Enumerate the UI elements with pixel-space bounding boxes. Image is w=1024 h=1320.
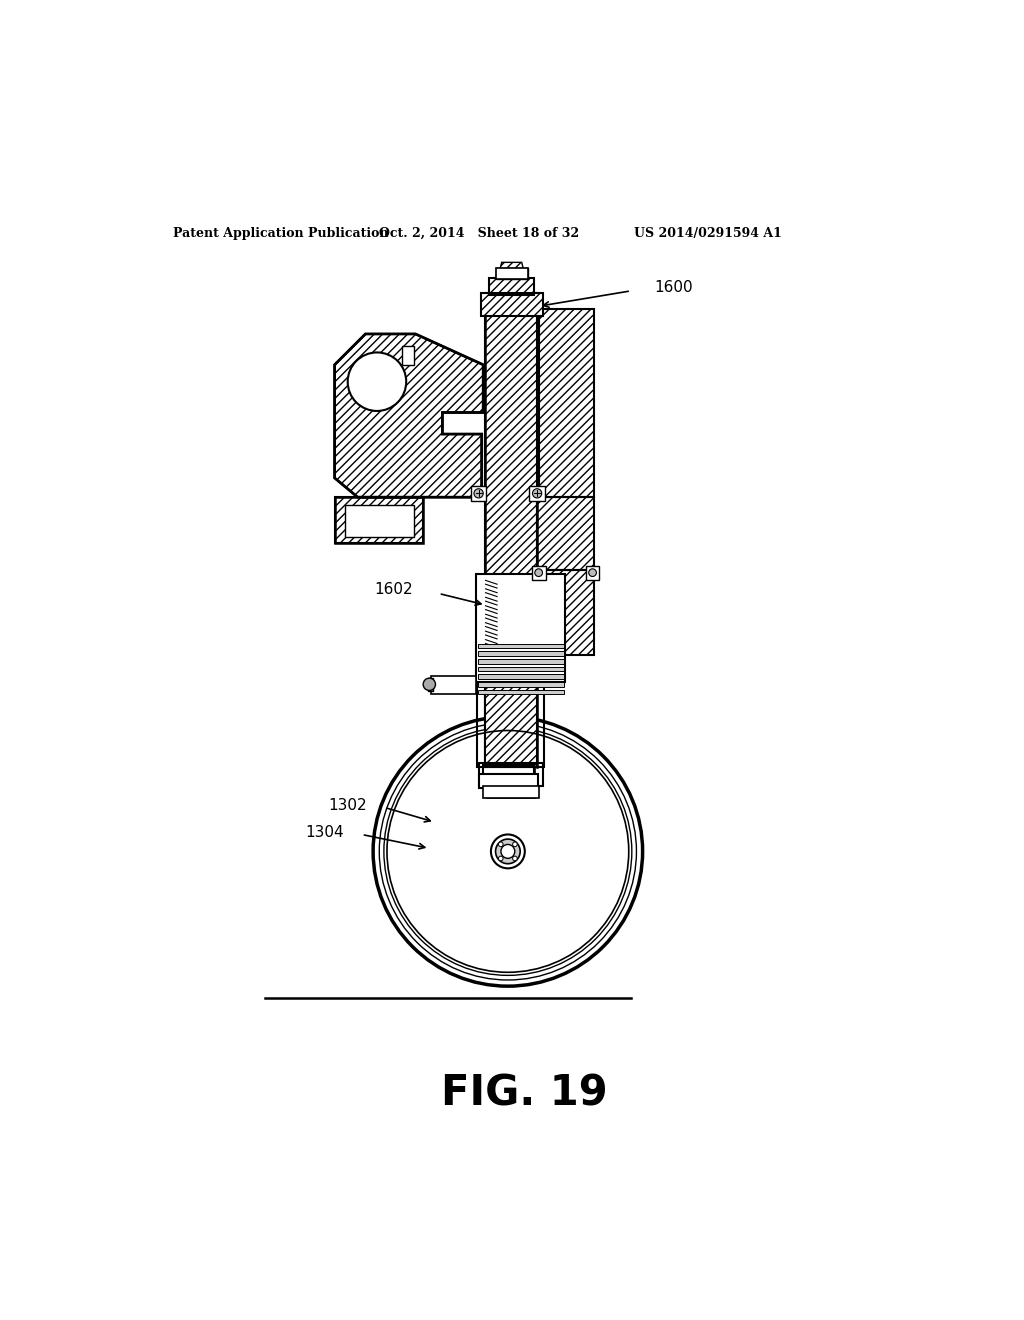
Text: 1602: 1602 bbox=[375, 582, 413, 597]
Circle shape bbox=[387, 730, 629, 973]
Bar bbox=[538, 498, 594, 570]
Bar bbox=[478, 659, 564, 664]
Bar bbox=[478, 682, 564, 686]
Bar bbox=[479, 763, 543, 785]
Polygon shape bbox=[335, 334, 483, 498]
Bar bbox=[402, 346, 414, 364]
Polygon shape bbox=[335, 498, 423, 544]
Circle shape bbox=[513, 857, 517, 861]
Circle shape bbox=[532, 488, 542, 498]
Circle shape bbox=[373, 717, 643, 986]
Circle shape bbox=[490, 834, 525, 869]
Bar bbox=[481, 293, 543, 317]
Circle shape bbox=[423, 678, 435, 690]
Bar bbox=[539, 570, 594, 655]
Bar bbox=[484, 682, 538, 767]
Bar bbox=[531, 566, 546, 579]
Bar bbox=[471, 486, 486, 502]
Bar bbox=[529, 486, 545, 502]
Bar bbox=[431, 676, 475, 694]
Bar bbox=[478, 644, 564, 648]
Text: Oct. 2, 2014   Sheet 18 of 32: Oct. 2, 2014 Sheet 18 of 32 bbox=[379, 227, 579, 240]
Bar bbox=[477, 684, 544, 767]
Bar bbox=[484, 293, 538, 767]
Circle shape bbox=[501, 845, 515, 858]
Bar bbox=[478, 651, 564, 656]
Bar bbox=[478, 667, 564, 671]
Bar bbox=[539, 309, 594, 498]
Bar bbox=[481, 293, 543, 317]
Polygon shape bbox=[500, 263, 523, 268]
Bar bbox=[478, 675, 564, 678]
Text: 1304: 1304 bbox=[305, 825, 344, 840]
Circle shape bbox=[589, 569, 596, 577]
Circle shape bbox=[535, 569, 543, 577]
Bar bbox=[489, 277, 535, 294]
Bar bbox=[586, 566, 599, 579]
Bar bbox=[428, 678, 433, 692]
Bar bbox=[478, 689, 564, 694]
Circle shape bbox=[499, 842, 503, 846]
Bar bbox=[538, 498, 594, 570]
Bar bbox=[345, 504, 414, 537]
Circle shape bbox=[379, 723, 637, 979]
Circle shape bbox=[384, 727, 632, 975]
Bar bbox=[496, 268, 528, 280]
Text: FIG. 19: FIG. 19 bbox=[441, 1073, 608, 1115]
Text: 1302: 1302 bbox=[329, 797, 367, 813]
Bar bbox=[539, 570, 594, 655]
Circle shape bbox=[474, 488, 483, 498]
Text: Patent Application Publication: Patent Application Publication bbox=[173, 227, 388, 240]
Circle shape bbox=[387, 730, 629, 973]
Bar bbox=[479, 775, 538, 788]
Text: US 2014/0291594 A1: US 2014/0291594 A1 bbox=[634, 227, 782, 240]
Text: 1600: 1600 bbox=[654, 280, 693, 296]
Circle shape bbox=[348, 352, 407, 411]
Bar bbox=[496, 268, 528, 280]
Bar bbox=[489, 277, 535, 294]
Circle shape bbox=[387, 730, 629, 973]
Circle shape bbox=[496, 840, 520, 863]
Bar bbox=[483, 785, 539, 797]
Circle shape bbox=[499, 857, 503, 861]
Bar bbox=[487, 767, 535, 797]
Bar bbox=[483, 766, 535, 787]
Circle shape bbox=[513, 842, 517, 846]
Bar bbox=[476, 574, 565, 682]
Bar bbox=[484, 682, 538, 767]
Bar bbox=[539, 309, 594, 498]
